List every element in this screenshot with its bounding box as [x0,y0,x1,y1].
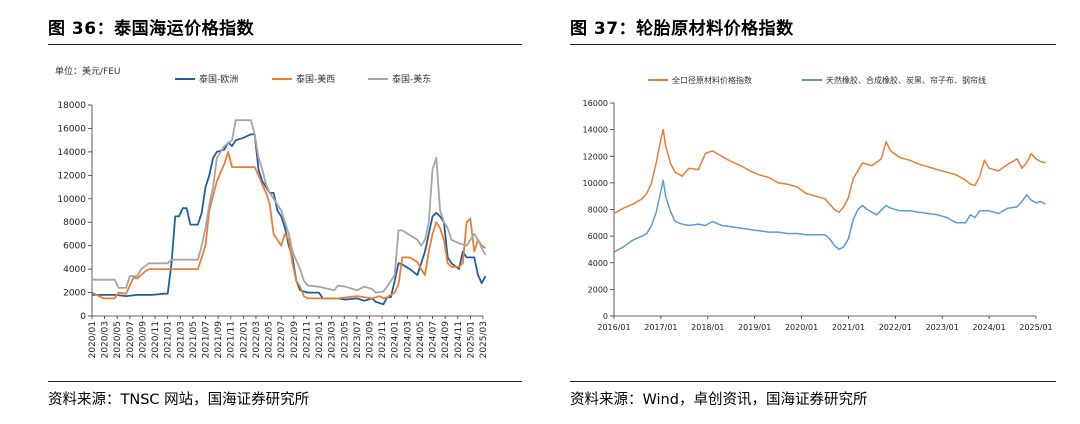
legend-label: 天然橡胶、合成橡胶、炭黑、帘子布、钢帘线 [826,75,986,85]
x-tick-label: 2022/09 [290,321,300,359]
x-tick-label: 2022/01 [879,323,912,332]
x-tick-label: 2021/01 [832,323,865,332]
y-tick-label: 8000 [588,206,608,215]
x-tick-label: 2024/09 [441,321,451,359]
y-tick-label: 4000 [63,265,86,275]
x-tick-label: 2023/03 [328,321,338,358]
x-tick-label: 2023/01 [926,323,959,332]
x-tick-label: 2022/03 [252,321,262,358]
figure-36-panel: 图 36：泰国海运价格指数 单位：美元/FEU 泰国-欧洲 泰国-美西 泰国-美东 0 2… [48,19,522,408]
y-tick-label: 6000 [588,232,608,241]
figure-title: 图 37：轮胎原材料价格指数 [570,19,794,39]
thai-shipping-chart: 单位：美元/FEU 泰国-欧洲 泰国-美西 泰国-美东 0 2000 4000 6000 800… [55,65,489,359]
x-tick-label: 2025/03 [479,321,489,358]
x-tick-label: 2023/07 [353,321,363,358]
x-tick-label: 2021/01 [164,321,174,358]
figure-title: 图 36：泰国海运价格指数 [48,19,255,39]
x-tick-label: 2021/11 [227,321,237,358]
x-tick-label: 2022/11 [302,321,312,358]
series-line [92,119,487,294]
x-tick-label: 2022/07 [277,321,287,358]
y-tick-label: 10000 [583,179,608,188]
y-tick-label: 16000 [583,99,608,108]
x-tick-label: 2020/05 [113,321,123,358]
y-tick-label: 6000 [63,242,86,252]
x-tick-label: 2024/11 [454,321,464,358]
y-tick-label: 2000 [63,289,86,299]
y-tick-label: 2000 [588,285,608,294]
legend-label: 泰国-美东 [392,73,431,85]
title-rule [570,44,1056,45]
x-tick-label: 2016/01 [597,323,630,332]
x-tick-label: 2024/03 [403,321,413,358]
x-tick-label: 2023/09 [365,321,375,359]
source-rule [48,381,522,382]
legend-label: 泰国-美西 [296,73,335,85]
x-tick-label: 2018/01 [691,323,724,332]
x-tick-label: 2021/05 [189,321,199,358]
x-tick-label: 2020/01 [785,323,818,332]
source-rule [570,381,1056,382]
y-tick-label: 18000 [57,101,86,111]
x-tick-label: 2025/01 [466,321,476,358]
x-tick-label: 2023/01 [315,321,325,358]
y-tick-label: 8000 [63,218,86,228]
source-note: 资料来源：TNSC 网站，国海证券研究所 [48,392,310,408]
y-tick-label: 0 [80,312,86,322]
y-tick-label: 0 [603,312,608,321]
title-rule [48,44,522,45]
x-tick-label: 2024/01 [972,323,1005,332]
x-tick-label: 2021/07 [202,321,212,358]
figure-37-panel: 图 37：轮胎原材料价格指数 全口径原材料价格指数 天然橡胶、合成橡胶、炭黑、帘子… [540,0,1080,424]
series-line [613,179,1046,253]
y-tick-label: 16000 [57,124,86,134]
source-note: 资料来源：Wind，卓创资讯，国海证券研究所 [570,392,868,408]
x-tick-label: 2020/01 [88,321,98,358]
y-tick-label: 14000 [583,126,608,135]
x-tick-label: 2021/03 [176,321,186,358]
x-tick-label: 2023/11 [378,321,388,358]
x-tick-label: 2020/09 [138,321,148,359]
x-tick-label: 2020/03 [101,321,111,358]
unit-label: 单位：美元/FEU [55,65,120,77]
x-tick-label: 2023/05 [340,321,350,358]
series-line [613,128,1046,215]
y-tick-label: 12000 [57,171,86,181]
y-tick-label: 12000 [583,152,608,161]
x-tick-label: 2020/07 [126,321,136,358]
legend-label: 全口径原材料价格指数 [672,75,752,85]
x-tick-label: 2019/01 [738,323,771,332]
legend-label: 泰国-欧洲 [199,73,238,85]
series-line [92,133,487,306]
x-tick-label: 2020/11 [151,321,161,358]
x-tick-label: 2022/05 [265,321,275,358]
tire-material-chart: 全口径原材料价格指数 天然橡胶、合成橡胶、炭黑、帘子布、钢帘线 0 2000 4000 6… [583,75,1053,332]
y-tick-label: 10000 [57,195,86,205]
x-tick-label: 2021/09 [214,321,224,359]
x-tick-label: 2017/01 [644,323,677,332]
y-tick-label: 4000 [588,259,608,268]
y-tick-label: 14000 [57,148,86,158]
series-line [91,151,486,300]
x-tick-label: 2024/05 [416,321,426,358]
x-tick-label: 2022/01 [239,321,249,358]
x-tick-label: 2025/01 [1019,323,1052,332]
x-tick-label: 2024/01 [391,321,401,358]
x-tick-label: 2024/07 [429,321,439,358]
